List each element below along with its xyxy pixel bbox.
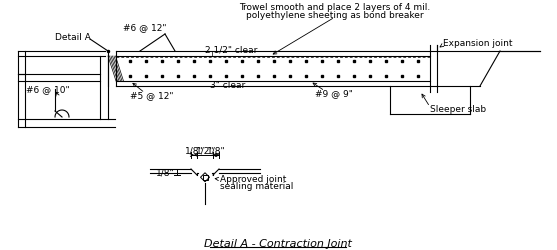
Text: 1/8": 1/8" bbox=[157, 168, 175, 177]
Text: Trowel smooth and place 2 layers of 4 mil.: Trowel smooth and place 2 layers of 4 mi… bbox=[240, 4, 431, 13]
Text: #6 @ 12": #6 @ 12" bbox=[123, 24, 167, 32]
Text: polyethylene sheeting as bond breaker: polyethylene sheeting as bond breaker bbox=[246, 10, 424, 20]
Text: 3" clear: 3" clear bbox=[210, 80, 245, 89]
Text: Detail A: Detail A bbox=[55, 33, 91, 42]
Text: #5 @ 12": #5 @ 12" bbox=[130, 91, 173, 100]
Text: 1/8": 1/8" bbox=[207, 146, 226, 155]
Text: #9 @ 9": #9 @ 9" bbox=[315, 89, 353, 98]
Text: 2 1/2" clear: 2 1/2" clear bbox=[205, 45, 257, 54]
Text: 1/2": 1/2" bbox=[196, 146, 214, 155]
Text: Expansion joint: Expansion joint bbox=[443, 39, 512, 48]
Text: Approved joint: Approved joint bbox=[220, 175, 286, 184]
Text: Sleeper slab: Sleeper slab bbox=[430, 105, 486, 114]
Text: Detail A - Contraction Joint: Detail A - Contraction Joint bbox=[204, 238, 352, 248]
Text: #6 @ 10": #6 @ 10" bbox=[26, 85, 70, 94]
Text: sealing material: sealing material bbox=[220, 182, 294, 191]
Text: 1/8": 1/8" bbox=[185, 146, 203, 155]
